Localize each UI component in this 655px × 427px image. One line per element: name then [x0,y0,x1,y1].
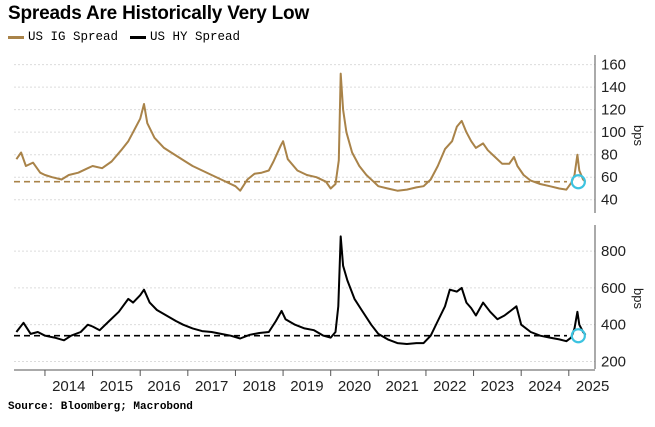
top-ytick-160: 160 [601,57,626,74]
top-ytick-60: 60 [601,169,618,186]
bottom-ytick-600: 600 [601,280,626,297]
x-tick-label-2015: 2015 [100,378,133,395]
x-tick-label-2025: 2025 [576,378,609,395]
bottom-series-line-0 [15,235,587,345]
legend: US IG Spread US HY Spread [8,30,252,44]
top-ylabel: bps [631,125,646,146]
legend-label-ig: US IG Spread [28,30,119,44]
top-ytick-140: 140 [601,79,626,96]
source-note: Source: Bloomberg; Macrobond [8,401,193,413]
x-tick-label-2023: 2023 [481,378,514,395]
legend-swatch-ig [8,35,24,39]
bottom-ytick-800: 800 [601,243,626,260]
x-tick-label-2021: 2021 [385,378,418,395]
x-tick-label-2019: 2019 [290,378,323,395]
x-tick-label-2022: 2022 [433,378,466,395]
legend-item-ig: US IG Spread [8,30,118,44]
x-tick-label-2024: 2024 [528,378,561,395]
bottom-ylabel: bps [631,288,646,309]
legend-item-hy: US HY Spread [130,30,240,44]
top-ytick-100: 100 [601,124,626,141]
x-tick-label-2014: 2014 [52,378,85,395]
top-ytick-80: 80 [601,147,618,164]
bottom-ytick-200: 200 [601,353,626,370]
chart-title: Spreads Are Historically Very Low [8,3,310,24]
top-series-line-0 [15,72,587,192]
bottom-ytick-400: 400 [601,317,626,334]
top-highlight-marker [570,174,586,190]
x-tick-label-2016: 2016 [147,378,180,395]
x-tick-label-2020: 2020 [338,378,371,395]
x-tick-label-2018: 2018 [243,378,276,395]
legend-label-hy: US HY Spread [150,30,241,44]
bottom-highlight-marker [570,328,586,344]
legend-swatch-hy [130,35,147,39]
x-tick-label-2017: 2017 [195,378,228,395]
top-ytick-40: 40 [601,192,618,209]
top-ytick-120: 120 [601,102,626,119]
